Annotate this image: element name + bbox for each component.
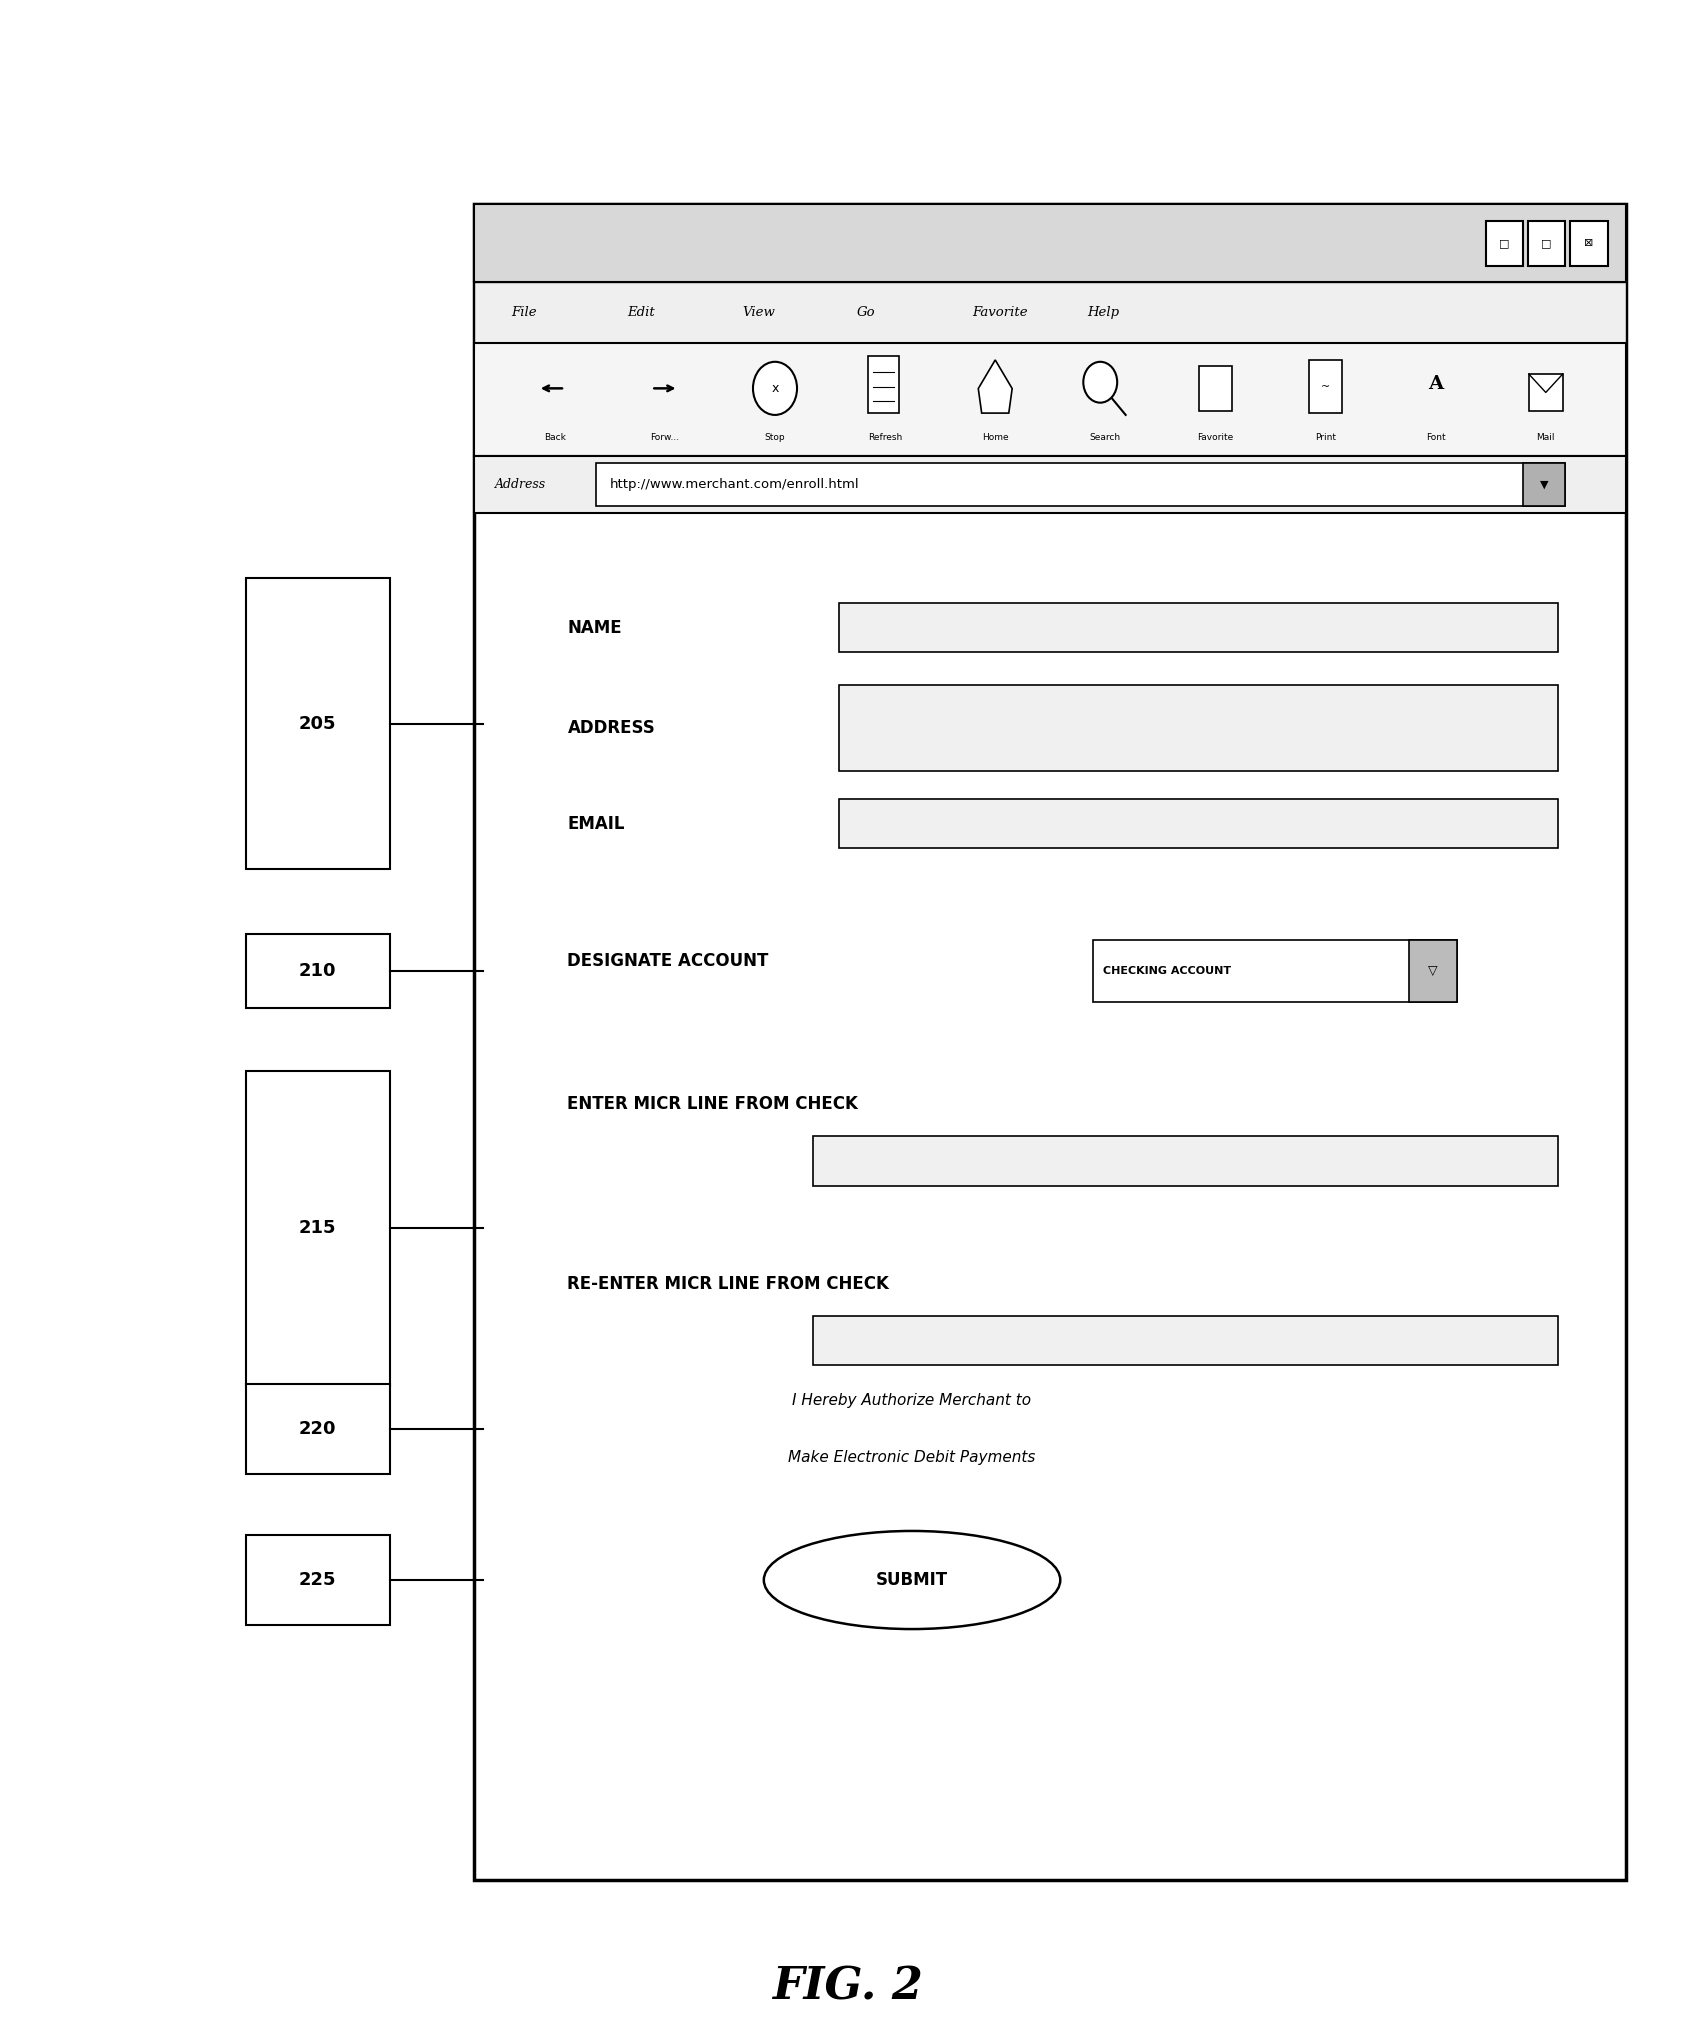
FancyBboxPatch shape — [1409, 940, 1457, 1002]
Text: Refresh: Refresh — [867, 433, 903, 442]
FancyBboxPatch shape — [1093, 940, 1457, 1002]
Text: ⊠: ⊠ — [1584, 239, 1594, 247]
Text: Back: Back — [544, 433, 566, 442]
Text: Favorite: Favorite — [1198, 433, 1233, 442]
Text: □: □ — [1542, 239, 1552, 247]
FancyBboxPatch shape — [813, 1136, 1558, 1186]
Circle shape — [1084, 362, 1118, 403]
Text: I Hereby Authorize Merchant to: I Hereby Authorize Merchant to — [793, 1392, 1032, 1408]
Text: Search: Search — [1089, 433, 1121, 442]
Text: A: A — [1428, 376, 1443, 392]
Text: http://www.merchant.com/enroll.html: http://www.merchant.com/enroll.html — [610, 478, 859, 491]
Text: ENTER MICR LINE FROM CHECK: ENTER MICR LINE FROM CHECK — [567, 1096, 859, 1112]
Text: 220: 220 — [298, 1421, 337, 1437]
Text: 205: 205 — [298, 715, 337, 732]
Text: Address: Address — [495, 478, 545, 491]
Text: RE-ENTER MICR LINE FROM CHECK: RE-ENTER MICR LINE FROM CHECK — [567, 1275, 889, 1292]
Text: Font: Font — [1426, 433, 1445, 442]
FancyBboxPatch shape — [246, 578, 390, 869]
Text: Make Electronic Debit Payments: Make Electronic Debit Payments — [788, 1449, 1035, 1466]
Text: View: View — [742, 307, 774, 319]
FancyBboxPatch shape — [839, 799, 1558, 848]
FancyBboxPatch shape — [1523, 464, 1565, 507]
Text: CHECKING ACCOUNT: CHECKING ACCOUNT — [1103, 967, 1232, 975]
FancyBboxPatch shape — [1309, 360, 1343, 413]
Text: Forw...: Forw... — [650, 433, 679, 442]
FancyBboxPatch shape — [869, 356, 900, 413]
Text: □: □ — [1499, 239, 1509, 247]
FancyBboxPatch shape — [596, 464, 1565, 507]
Text: DESIGNATE ACCOUNT: DESIGNATE ACCOUNT — [567, 953, 769, 969]
Text: ADDRESS: ADDRESS — [567, 719, 656, 736]
Text: Go: Go — [857, 307, 876, 319]
Text: 225: 225 — [298, 1572, 337, 1588]
Polygon shape — [979, 360, 1013, 413]
Text: EMAIL: EMAIL — [567, 816, 625, 832]
Text: File: File — [512, 307, 537, 319]
Text: Edit: Edit — [627, 307, 654, 319]
Circle shape — [752, 362, 798, 415]
FancyBboxPatch shape — [839, 685, 1558, 771]
Text: 215: 215 — [298, 1220, 337, 1237]
Ellipse shape — [764, 1531, 1060, 1629]
FancyBboxPatch shape — [1528, 221, 1565, 266]
Text: Help: Help — [1088, 307, 1120, 319]
Text: ▽: ▽ — [1428, 965, 1438, 977]
FancyBboxPatch shape — [474, 343, 1626, 456]
FancyBboxPatch shape — [246, 934, 390, 1008]
Text: Home: Home — [983, 433, 1008, 442]
FancyBboxPatch shape — [813, 1316, 1558, 1365]
Text: Print: Print — [1315, 433, 1337, 442]
FancyBboxPatch shape — [1530, 374, 1564, 411]
FancyBboxPatch shape — [474, 204, 1626, 1880]
FancyBboxPatch shape — [474, 282, 1626, 343]
Text: SUBMIT: SUBMIT — [876, 1572, 949, 1588]
FancyBboxPatch shape — [246, 1535, 390, 1625]
Text: ▼: ▼ — [1540, 480, 1548, 489]
Text: ~: ~ — [1321, 382, 1330, 392]
Text: FIG. 2: FIG. 2 — [771, 1964, 923, 2009]
Text: x: x — [771, 382, 779, 394]
Text: 210: 210 — [298, 963, 337, 979]
FancyBboxPatch shape — [474, 456, 1626, 513]
FancyBboxPatch shape — [1486, 221, 1523, 266]
Text: Stop: Stop — [764, 433, 786, 442]
Text: NAME: NAME — [567, 619, 622, 636]
Text: Mail: Mail — [1536, 433, 1555, 442]
FancyBboxPatch shape — [839, 603, 1558, 652]
FancyBboxPatch shape — [246, 1384, 390, 1474]
FancyBboxPatch shape — [1199, 366, 1233, 411]
FancyBboxPatch shape — [474, 204, 1626, 282]
FancyBboxPatch shape — [1570, 221, 1608, 266]
FancyBboxPatch shape — [246, 1071, 390, 1386]
Text: Favorite: Favorite — [972, 307, 1028, 319]
